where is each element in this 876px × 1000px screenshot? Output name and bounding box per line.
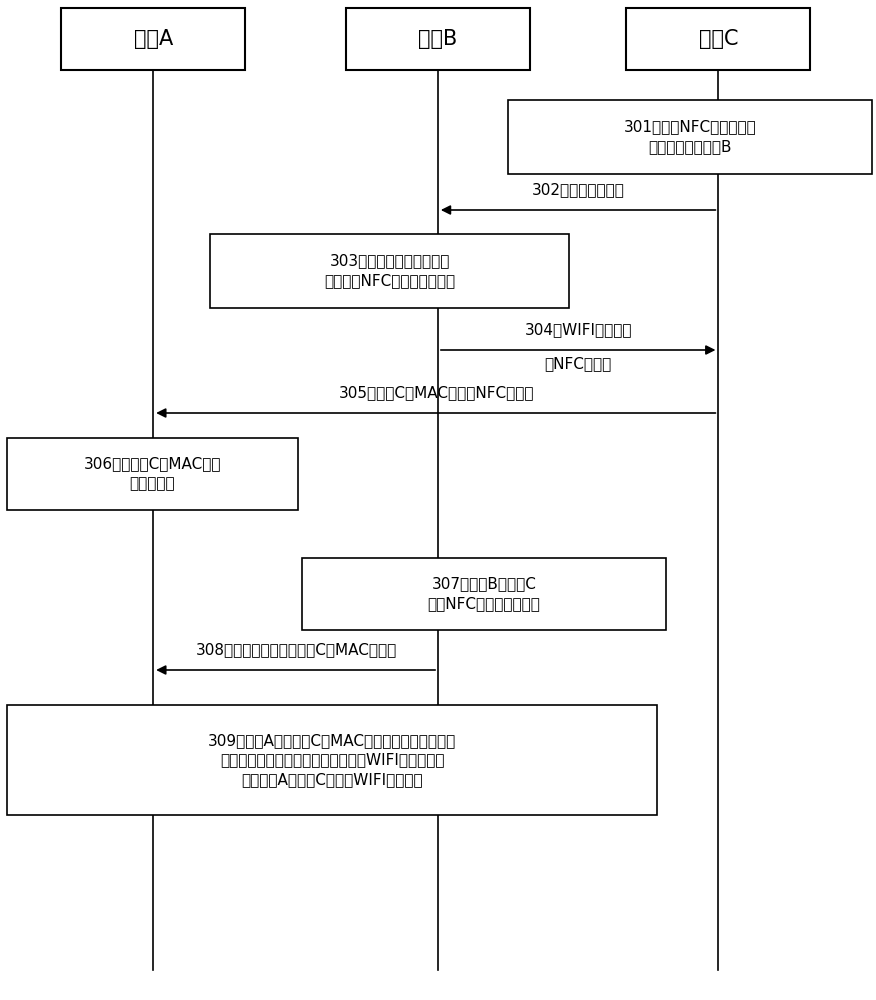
Bar [346,8,530,70]
Bar [302,558,666,630]
Text: 303、根据上述第二激活指
示，开启NFC的应用功能选项: 303、根据上述第二激活指 示，开启NFC的应用功能选项 [324,254,456,288]
Text: 终端C: 终端C [698,29,738,49]
Bar [61,8,245,70]
Text: 终端B: 终端B [419,29,457,49]
Text: （NFC方式）: （NFC方式） [545,356,611,371]
Text: 308、第二请求消息（终端C的MAC地址）: 308、第二请求消息（终端C的MAC地址） [195,642,397,657]
Text: 302、第二激活指示: 302、第二激活指示 [532,182,625,197]
Text: 306、将终端C的MAC地址
加入白名单: 306、将终端C的MAC地址 加入白名单 [84,457,221,491]
Bar [508,100,872,174]
Text: 301、开启NFC的应用功能
选项，并靠近终端B: 301、开启NFC的应用功能 选项，并靠近终端B [624,120,756,154]
Text: 307、终端B和终端C
关闭NFC的应用功能选项: 307、终端B和终端C 关闭NFC的应用功能选项 [427,577,540,611]
Bar [210,234,569,308]
Bar [7,438,298,510]
Bar [626,8,810,70]
Text: 304、WIFI网络信息: 304、WIFI网络信息 [525,322,632,337]
Text: 终端A: 终端A [134,29,173,49]
Text: 305、终端C的MAC地址（NFC方式）: 305、终端C的MAC地址（NFC方式） [338,385,534,400]
Text: 309、终端A根据终端C的MAC地址，在上述白名单中
进行匹配，在匹配成功时，根据上述WIFI网络信息，
建立终端A与终端C之间的WIFI网络连接: 309、终端A根据终端C的MAC地址，在上述白名单中 进行匹配，在匹配成功时，根… [208,733,456,787]
Bar [7,705,657,815]
